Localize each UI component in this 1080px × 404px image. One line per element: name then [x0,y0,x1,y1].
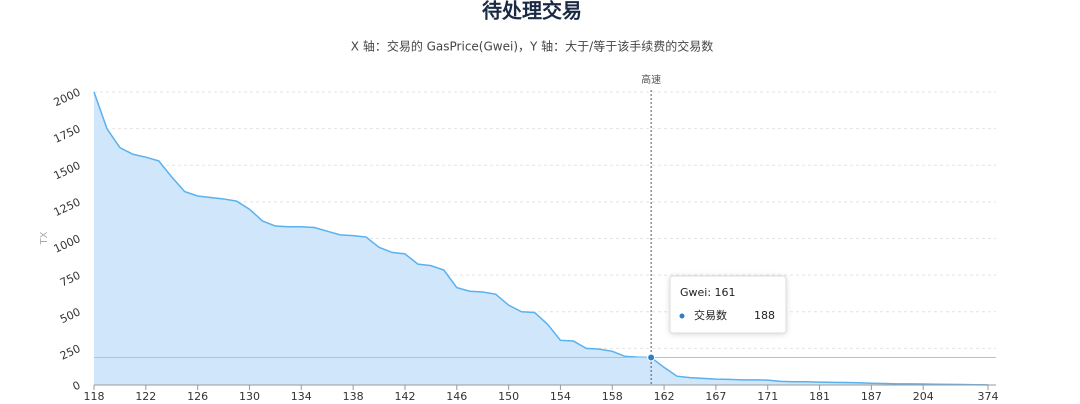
tooltip-value: 188 [754,309,775,322]
x-tick-label: 162 [654,390,675,403]
tooltip-title: Gwei: 161 [680,286,736,299]
mark-line-label: 高速 [641,73,661,86]
line [93,91,989,386]
chart-title: 待处理交易 [482,0,582,23]
x-tick-label: 204 [913,390,934,403]
y-tick-label: 500 [58,305,83,326]
x-tick-label: 187 [861,390,882,403]
y-tick-label: 1750 [52,122,83,146]
tooltip: Gwei: 161 交易数 188 [669,275,787,334]
y-tick-label: 1250 [52,196,83,220]
x-tick-label: 374 [978,390,999,403]
x-tick-label: 122 [135,390,156,403]
y-tick-label: 0 [71,379,83,394]
x-tick-label: 158 [602,390,623,403]
x-tick-label: 150 [498,390,519,403]
area [94,92,988,385]
tooltip-series: 交易数 [694,308,727,322]
x-tick-label: 126 [187,390,208,403]
x-tick-label: 167 [705,390,726,403]
y-tick-label: 1500 [52,159,83,183]
y-tick-label: 750 [58,269,83,290]
chart-subtitle: X 轴：交易的 GasPrice(Gwei)，Y 轴：大于/等于该手续费的交易数 [351,39,713,54]
x-tick-label: 118 [84,390,105,403]
tooltip-dot [679,313,685,319]
y-tick-label: 250 [58,342,83,363]
x-tick-label: 171 [757,390,778,403]
x-tick-label: 154 [550,390,571,403]
x-tick-label: 138 [343,390,364,403]
x-tick-label: 146 [446,390,467,403]
x-tick-label: 134 [291,390,312,403]
y-axis-label: TX [39,231,50,245]
point [647,353,656,362]
x-tick-label: 130 [239,390,260,403]
y-tick-label: 1000 [52,232,83,256]
x-tick-label: 142 [394,390,415,403]
y-tick-label: 2000 [52,86,83,110]
tooltip-box [669,275,787,334]
x-tick-label: 181 [809,390,830,403]
